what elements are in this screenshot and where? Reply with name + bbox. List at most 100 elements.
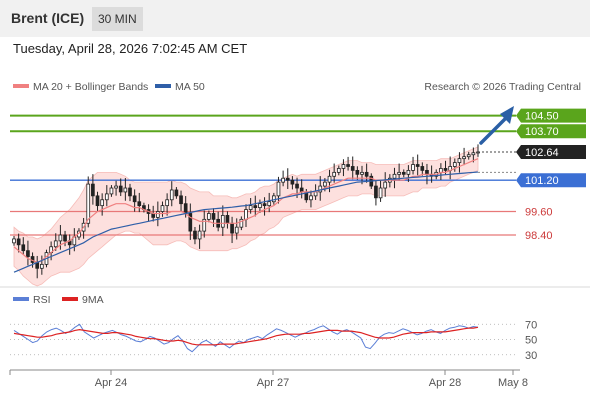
ma50-line xyxy=(13,171,479,273)
candle-body xyxy=(234,226,239,234)
candle-body xyxy=(193,230,197,240)
candle-body xyxy=(16,238,21,246)
candle xyxy=(452,158,457,172)
rsi-tick-70: 70 xyxy=(525,319,537,331)
candle-body xyxy=(276,181,281,197)
candle xyxy=(193,226,197,245)
candle-body xyxy=(350,166,355,171)
copyright-note: Research © 2026 Trading Central xyxy=(424,81,581,93)
candle-body xyxy=(58,234,63,242)
candle xyxy=(12,235,16,246)
candle xyxy=(239,216,244,231)
candle xyxy=(114,180,118,196)
candle xyxy=(40,255,44,275)
candle-body xyxy=(462,156,466,160)
candle-body xyxy=(100,199,104,207)
rsi-line xyxy=(13,323,479,353)
candle-body xyxy=(406,169,411,175)
candle-body xyxy=(336,168,341,173)
level-label-99.60: 99.60 xyxy=(525,207,553,219)
candle-body xyxy=(258,203,262,208)
candle-body xyxy=(471,152,476,156)
x-label-0: Apr 24 xyxy=(95,377,127,389)
candle xyxy=(258,199,262,213)
candle xyxy=(336,165,341,176)
candle-body xyxy=(443,168,448,171)
bollinger-legend-swatch xyxy=(13,84,29,88)
candle xyxy=(91,174,95,205)
rsi-ma-legend: 9MA xyxy=(82,294,104,306)
candle-body xyxy=(132,195,137,203)
candle xyxy=(53,233,58,251)
candle xyxy=(118,178,123,197)
candle xyxy=(26,240,30,266)
candle-body xyxy=(267,201,272,207)
candle-body xyxy=(383,181,388,189)
level-label-101.20: 101.20 xyxy=(525,175,559,187)
candle-body xyxy=(211,213,216,220)
candle xyxy=(471,147,476,163)
level-tag-101.20 xyxy=(516,173,586,188)
candle-body xyxy=(290,179,295,185)
interval-button[interactable]: 30 MIN xyxy=(92,7,143,31)
candle xyxy=(197,224,202,249)
candle xyxy=(411,156,415,175)
candle xyxy=(374,180,378,206)
bollinger-legend: MA 20 + Bollinger Bands xyxy=(33,81,148,93)
candle-body xyxy=(225,215,230,224)
candle xyxy=(179,190,183,212)
candle xyxy=(174,187,179,199)
candle xyxy=(272,192,276,205)
candle-body xyxy=(95,195,100,207)
x-label-3: May 8 xyxy=(498,377,528,389)
candle-body xyxy=(128,187,132,197)
candle xyxy=(165,193,169,216)
candle-body xyxy=(123,187,128,193)
candle xyxy=(220,205,225,236)
candle-body xyxy=(174,189,179,197)
candle-body xyxy=(248,205,253,210)
level-label-104.50: 104.50 xyxy=(525,111,559,123)
candle xyxy=(285,168,290,189)
candle-body xyxy=(169,189,174,201)
candle xyxy=(466,151,471,160)
candle xyxy=(137,192,142,213)
level-label-103.70: 103.70 xyxy=(525,126,559,138)
candle xyxy=(309,190,313,208)
timestamp: Tuesday, April 28, 2026 7:02:45 AM CET xyxy=(13,41,248,56)
candle xyxy=(355,166,360,180)
candle xyxy=(262,197,267,216)
candle xyxy=(267,192,272,213)
ma50-legend: MA 50 xyxy=(175,81,205,93)
chart-header: Brent (ICE) 30 MIN xyxy=(0,0,590,37)
rsi-pane: 70 50 30 xyxy=(10,319,537,362)
current-price-label: 102.64 xyxy=(525,147,559,159)
candle-body xyxy=(272,195,276,203)
candle xyxy=(397,163,401,181)
candle-body xyxy=(332,171,336,177)
level-tag-104.50 xyxy=(516,108,586,123)
candle xyxy=(281,170,285,187)
candle-body xyxy=(137,201,142,207)
candle-body xyxy=(160,205,165,212)
rsi-legend-swatch xyxy=(13,297,29,301)
candle-body xyxy=(295,183,299,189)
rsi-tick-50: 50 xyxy=(525,335,537,347)
candle-body xyxy=(109,187,114,195)
candle-body xyxy=(40,263,44,269)
candle-body xyxy=(230,222,234,234)
candle xyxy=(248,198,253,214)
candle xyxy=(378,180,383,202)
candle xyxy=(21,237,26,255)
candle-body xyxy=(118,185,123,193)
candle xyxy=(123,178,128,201)
candle-body xyxy=(341,164,346,169)
candle-body xyxy=(452,162,457,167)
candle xyxy=(16,233,21,253)
candle-body xyxy=(323,181,327,187)
candle xyxy=(234,218,239,240)
candle-body xyxy=(327,175,332,183)
candle xyxy=(332,163,336,183)
candle xyxy=(63,230,67,247)
